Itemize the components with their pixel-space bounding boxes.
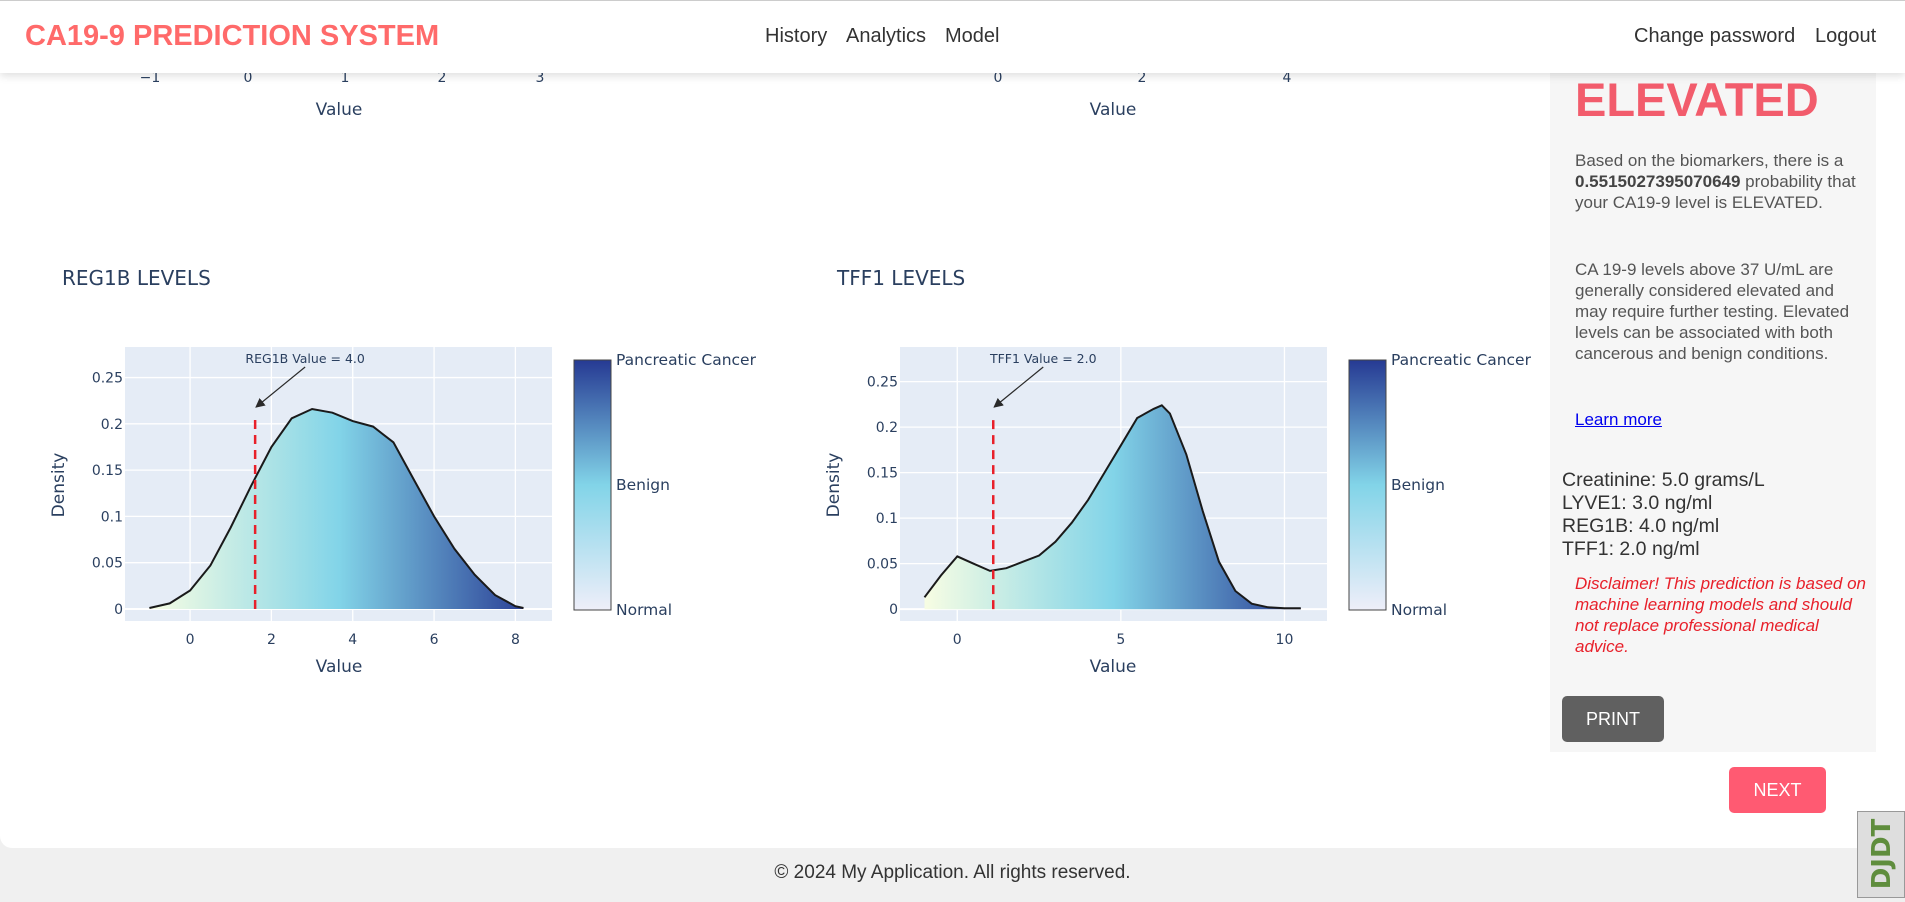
density-plots: −1 0 1 2 3 Value 0 2 4 Value REG1B LEVEL… bbox=[49, 70, 1532, 677]
nav-model[interactable]: Model bbox=[945, 25, 1000, 47]
colorbar-label-top: Pancreatic Cancer bbox=[616, 351, 757, 369]
marker-label: TFF1 Value = 2.0 bbox=[989, 351, 1097, 366]
marker-arrow bbox=[255, 366, 306, 408]
probability-value: 0.5515027395070649 bbox=[1575, 172, 1741, 191]
y-tick-label: 0.2 bbox=[876, 420, 898, 436]
change-password-link[interactable]: Change password bbox=[1634, 25, 1796, 47]
y-tick-label: 0.1 bbox=[876, 511, 898, 527]
density-area bbox=[149, 407, 524, 609]
top-right-tick: 4 bbox=[1283, 70, 1292, 86]
learn-more-link[interactable]: Learn more bbox=[1575, 410, 1662, 429]
y-axis-label: Density bbox=[49, 453, 69, 518]
nav-history[interactable]: History bbox=[765, 25, 828, 47]
y-tick-label: 0.25 bbox=[867, 375, 898, 391]
top-left-tick: 3 bbox=[536, 70, 545, 86]
value-marker: REG1B Value = 4.0 bbox=[245, 351, 365, 609]
y-tick-label: 0 bbox=[889, 602, 898, 618]
x-axis-label: Value bbox=[1090, 657, 1137, 677]
probability-prefix: Based on the biomarkers, there is a bbox=[1575, 151, 1844, 170]
probability-text: Based on the biomarkers, there is a 0.55… bbox=[1575, 150, 1860, 213]
chart-title: TFF1 LEVELS bbox=[836, 266, 965, 290]
y-axis-label: Density bbox=[824, 453, 844, 518]
footer-text: © 2024 My Application. All rights reserv… bbox=[774, 862, 1131, 883]
density-fill bbox=[924, 405, 1301, 610]
result-status: ELEVATED bbox=[1575, 73, 1819, 126]
x-tick-label: 8 bbox=[511, 632, 520, 648]
y-tick-label: 0.25 bbox=[92, 371, 123, 387]
top-right-xlabel: Value bbox=[1090, 100, 1137, 120]
biomarker-creatinine: Creatinine: 5.0 grams/L bbox=[1562, 469, 1765, 491]
x-axis-label: Value bbox=[316, 657, 363, 677]
top-left-tick: 2 bbox=[438, 70, 447, 86]
axis-ticks: 0 5 10 0 0.05 0.1 0.15 0.2 0.25 bbox=[867, 375, 1294, 648]
debug-toolbar-handle[interactable]: DJDT bbox=[1857, 811, 1905, 898]
axis-ticks: 0 2 4 6 8 0 0.05 0.1 0.15 0.2 0.25 bbox=[92, 371, 520, 648]
colorbar-label-bottom: Normal bbox=[616, 601, 672, 619]
chart-reg1b: REG1B LEVELS 0 2 4 6 8 0 0.05 0.1 0.15 0.2 0.25 RE… bbox=[49, 266, 757, 677]
probability-suffix: probability that your CA19-9 level is EL… bbox=[1575, 172, 1856, 212]
colorbar-label-mid: Benign bbox=[616, 476, 670, 494]
colorbar-label-top: Pancreatic Cancer bbox=[1391, 351, 1532, 369]
debug-toolbar-label: DJDT bbox=[1867, 818, 1897, 889]
x-tick-label: 10 bbox=[1276, 632, 1294, 648]
x-tick-label: 0 bbox=[953, 632, 962, 648]
elevated-info-text: CA 19-9 levels above 37 U/mL are general… bbox=[1575, 260, 1850, 363]
disclaimer-text: Disclaimer! This prediction is based on … bbox=[1575, 574, 1867, 656]
next-button[interactable]: NEXT bbox=[1729, 767, 1826, 813]
print-button[interactable]: PRINT bbox=[1562, 696, 1664, 742]
top-right-tick: 0 bbox=[994, 70, 1003, 86]
top-left-tick: 0 bbox=[244, 70, 253, 86]
colorbar bbox=[1348, 359, 1387, 611]
x-tick-label: 6 bbox=[430, 632, 439, 648]
x-tick-label: 5 bbox=[1116, 632, 1125, 648]
y-tick-label: 0.15 bbox=[92, 463, 123, 479]
y-tick-label: 0.2 bbox=[101, 417, 123, 433]
x-tick-label: 0 bbox=[186, 632, 195, 648]
brand-title[interactable]: CA19-9 PREDICTION SYSTEM bbox=[25, 20, 440, 52]
colorbar-label-mid: Benign bbox=[1391, 476, 1445, 494]
top-left-xlabel: Value bbox=[316, 100, 363, 120]
result-panel bbox=[1550, 72, 1876, 752]
colorbar bbox=[573, 359, 612, 611]
marker-label: REG1B Value = 4.0 bbox=[245, 351, 364, 366]
navbar: CA19-9 PREDICTION SYSTEM History Analyti… bbox=[0, 0, 1905, 73]
nav-analytics[interactable]: Analytics bbox=[846, 25, 927, 47]
x-tick-label: 4 bbox=[348, 632, 357, 648]
top-left-tick: 1 bbox=[341, 70, 350, 86]
biomarker-reg1b: REG1B: 4.0 ng/ml bbox=[1562, 515, 1720, 537]
main-card: −1 0 1 2 3 Value 0 2 4 Value REG1B LEVEL… bbox=[0, 0, 1905, 848]
chart-title: REG1B LEVELS bbox=[62, 266, 211, 290]
top-left-tick: −1 bbox=[140, 70, 161, 86]
y-tick-label: 0.05 bbox=[92, 556, 123, 572]
colorbar-label-bottom: Normal bbox=[1391, 601, 1447, 619]
logout-link[interactable]: Logout bbox=[1815, 25, 1877, 47]
biomarker-tff1: TFF1: 2.0 ng/ml bbox=[1562, 538, 1700, 560]
density-line bbox=[149, 407, 524, 609]
y-tick-label: 0.15 bbox=[867, 466, 898, 482]
y-tick-label: 0 bbox=[114, 602, 123, 618]
x-tick-label: 2 bbox=[267, 632, 276, 648]
y-tick-label: 0.05 bbox=[867, 557, 898, 573]
y-tick-label: 0.1 bbox=[101, 509, 123, 525]
density-line bbox=[923, 404, 1301, 610]
top-right-tick: 2 bbox=[1138, 70, 1147, 86]
value-marker: TFF1 Value = 2.0 bbox=[989, 351, 1097, 610]
chart-tff1: TFF1 LEVELS 0 5 10 0 0.05 0.1 0.15 0.2 0.25 TFF1… bbox=[824, 266, 1532, 677]
density-area bbox=[923, 404, 1301, 610]
biomarker-lyve1: LYVE1: 3.0 ng/ml bbox=[1562, 492, 1713, 514]
density-fill bbox=[149, 409, 524, 609]
marker-arrow bbox=[993, 366, 1044, 408]
